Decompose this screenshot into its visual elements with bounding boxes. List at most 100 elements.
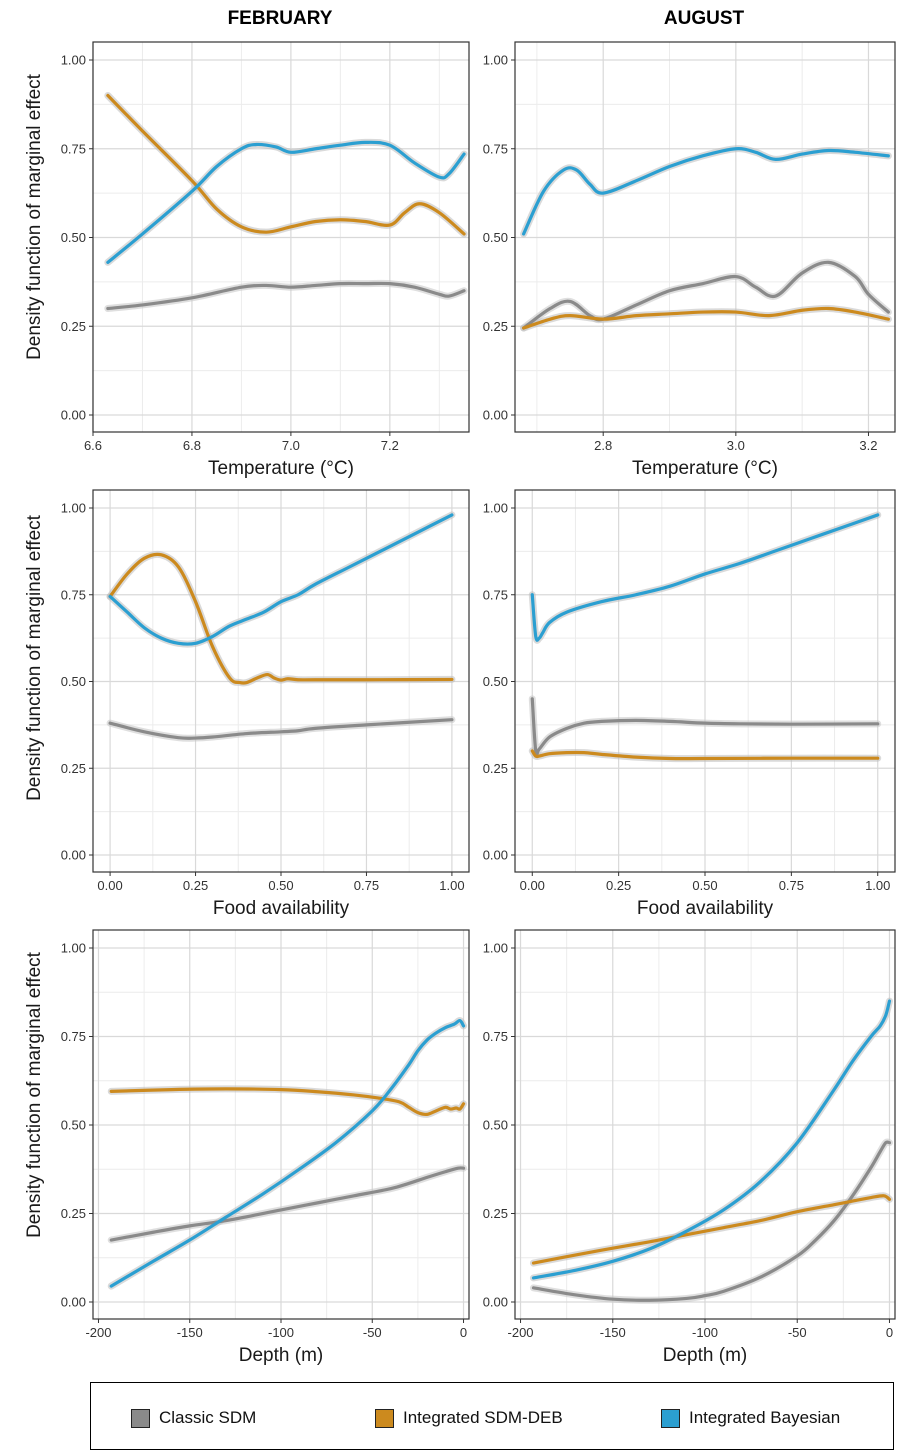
x-tick-label: 0.75 (779, 878, 804, 893)
x-tick-label: 3.0 (727, 438, 745, 453)
panel-february-food: 0.00 0.25 0.50 0.75 1.00 0.00 0.25 0.50 0.75 1.00… (61, 489, 470, 919)
figure-canvas: FEBRUARY AUGUST Density function of marg… (24, 8, 896, 1366)
y-tick-label: 0.50 (61, 1118, 86, 1133)
x-axis-label: Temperature (°C) (208, 458, 354, 479)
series-line-classic-sdm (522, 260, 890, 330)
panel-august-temperature: 0.00 0.25 0.50 0.75 1.00 2.8 3.0 3.2 Temperature… (483, 41, 896, 479)
blue-square-icon (661, 1408, 680, 1428)
series-line-classic-sdm (531, 1140, 892, 1302)
y-tick-label: 0.00 (483, 1295, 508, 1310)
y-tick-label: 1.00 (483, 53, 508, 68)
x-tick-label: -50 (788, 1325, 807, 1340)
y-tick-label: 0.00 (61, 848, 86, 863)
series-line-integrated-bayesian (531, 999, 892, 1280)
legend-item-classic-sdm: Classic SDM (131, 1408, 256, 1428)
x-axis-label: Food availability (213, 898, 350, 919)
y-tick-label: 0.75 (61, 1029, 86, 1044)
x-tick-label: -200 (85, 1325, 111, 1340)
x-tick-label: 0.00 (97, 878, 122, 893)
y-tick-label: 0.75 (61, 141, 86, 156)
y-tick-label: 0.25 (483, 319, 508, 334)
orange-square-icon (375, 1408, 394, 1428)
x-tick-label: -50 (363, 1325, 382, 1340)
y-tick-label: 0.25 (61, 761, 86, 776)
panel-august-food: 0.00 0.25 0.50 0.75 1.00 0.00 0.25 0.50 0.75 1.00… (483, 489, 896, 919)
y-tick-label: 0.50 (483, 674, 508, 689)
x-axis-label: Depth (m) (663, 1345, 747, 1366)
x-tick-label: 1.00 (439, 878, 464, 893)
series-line-classic-sdm (109, 1166, 466, 1242)
y-tick-label: 0.00 (483, 408, 508, 423)
x-tick-label: 0 (886, 1325, 893, 1340)
x-tick-label: 7.0 (282, 438, 300, 453)
y-axis-label-row1: Density function of marginal effect (24, 73, 45, 360)
series-line-integrated-bayesian (530, 513, 880, 642)
column-title-february: FEBRUARY (228, 8, 333, 29)
series-line-integrated-sdm-deb (522, 306, 890, 330)
column-title-august: AUGUST (664, 8, 745, 29)
x-tick-label: -150 (600, 1325, 626, 1340)
x-tick-label: 0 (460, 1325, 467, 1340)
y-tick-label: 0.00 (61, 1295, 86, 1310)
x-axis-label: Food availability (637, 898, 774, 919)
legend: Classic SDM Integrated SDM-DEB Integrate… (90, 1382, 894, 1450)
y-tick-label: 0.75 (483, 587, 508, 602)
x-tick-label: 6.6 (84, 438, 102, 453)
x-tick-label: 0.50 (268, 878, 293, 893)
chart-panels: 0.00 0.25 0.50 0.75 1.00 6.6 6.8 7.0 7.2 Temperat… (61, 41, 896, 1366)
x-tick-label: -200 (508, 1325, 534, 1340)
y-tick-label: 0.25 (61, 319, 86, 334)
x-tick-label: 3.2 (859, 438, 877, 453)
y-tick-label: 0.50 (61, 230, 86, 245)
y-tick-label: 0.50 (61, 674, 86, 689)
y-tick-label: 0.00 (483, 848, 508, 863)
y-tick-label: 0.25 (483, 761, 508, 776)
panel-august-depth: 0.00 0.25 0.50 0.75 1.00 -200 -150 -100 -50 0 Dept… (483, 929, 896, 1366)
x-tick-label: 0.50 (692, 878, 717, 893)
y-axis-label-row3: Density function of marginal effect (24, 951, 45, 1238)
x-tick-label: 1.00 (865, 878, 890, 893)
legend-label-classic-sdm: Classic SDM (159, 1408, 257, 1427)
y-tick-label: 1.00 (61, 501, 86, 516)
x-tick-label: 0.75 (354, 878, 379, 893)
series-line-classic-sdm (106, 281, 466, 311)
panel-february-depth: 0.00 0.25 0.50 0.75 1.00 -200 -150 -100 -50 0 Dept… (61, 929, 470, 1366)
y-tick-label: 1.00 (61, 941, 86, 956)
x-tick-label: 0.25 (183, 878, 208, 893)
series-line-integrated-sdm-deb (530, 749, 880, 761)
y-axis-label-row2: Density function of marginal effect (24, 514, 45, 801)
x-tick-label: -150 (177, 1325, 203, 1340)
series-line-integrated-sdm-deb (109, 1087, 466, 1117)
y-tick-label: 0.25 (61, 1206, 86, 1221)
legend-label-integrated-sdm-deb: Integrated SDM-DEB (403, 1408, 563, 1427)
y-tick-label: 0.75 (483, 141, 508, 156)
series-line-classic-sdm (108, 718, 454, 740)
x-axis-label: Temperature (°C) (632, 458, 778, 479)
y-tick-label: 0.50 (483, 230, 508, 245)
x-tick-label: -100 (268, 1325, 294, 1340)
panel-february-temperature: 0.00 0.25 0.50 0.75 1.00 6.6 6.8 7.0 7.2 Temperat… (61, 41, 470, 479)
legend-item-integrated-bayesian: Integrated Bayesian (661, 1408, 840, 1428)
gray-square-icon (131, 1408, 150, 1428)
series-line-integrated-sdm-deb (531, 1194, 892, 1265)
series-line-classic-sdm (530, 697, 880, 757)
legend-label-integrated-bayesian: Integrated Bayesian (689, 1408, 841, 1427)
x-tick-label: 0.25 (606, 878, 631, 893)
y-tick-label: 0.50 (483, 1118, 508, 1133)
series-line-integrated-bayesian (108, 513, 454, 646)
y-tick-label: 1.00 (483, 941, 508, 956)
x-tick-label: -100 (692, 1325, 718, 1340)
y-tick-label: 0.25 (483, 1206, 508, 1221)
y-tick-label: 1.00 (61, 53, 86, 68)
legend-item-integrated-sdm-deb: Integrated SDM-DEB (375, 1408, 563, 1428)
y-tick-label: 0.75 (61, 587, 86, 602)
series-line-integrated-sdm-deb (108, 552, 454, 685)
series-line-integrated-bayesian (106, 140, 466, 264)
x-axis-label: Depth (m) (239, 1345, 323, 1366)
x-tick-label: 6.8 (183, 438, 201, 453)
y-tick-label: 1.00 (483, 501, 508, 516)
y-tick-label: 0.00 (61, 408, 86, 423)
x-tick-label: 0.00 (520, 878, 545, 893)
y-tick-label: 0.75 (483, 1029, 508, 1044)
series-line-integrated-bayesian (109, 1018, 466, 1288)
